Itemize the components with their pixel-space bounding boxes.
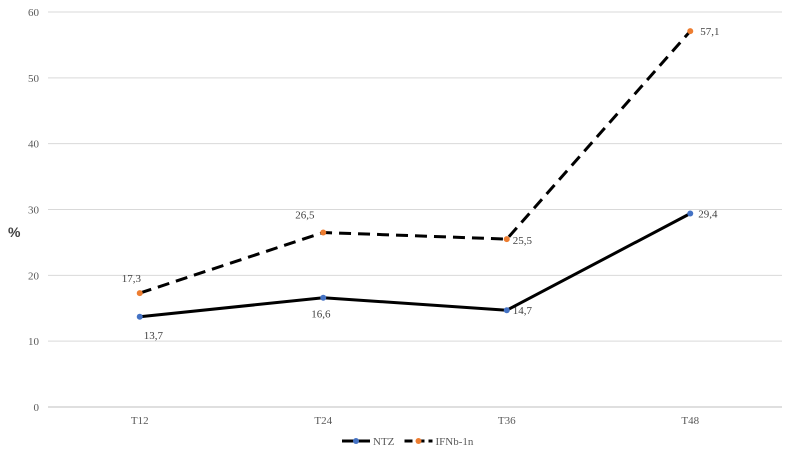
data-label: 17,3 [122,273,142,285]
data-label: 29,4 [698,208,718,220]
y-tick-label: 60 [28,7,40,19]
x-axis-tick-labels: T12 T24 T36 T48 [131,415,700,427]
data-label: 25,5 [513,235,533,247]
y-axis-title: % [8,224,21,240]
legend-label: IFNb-1n [436,436,474,448]
y-tick-label: 0 [34,402,40,414]
x-tick-label: T48 [681,415,699,427]
data-label: 14,7 [513,305,533,317]
x-tick-label: T24 [314,415,332,427]
legend-marker [415,438,422,444]
data-label: 26,5 [295,210,315,222]
y-tick-label: 50 [28,73,40,85]
legend: NTZ IFNb-1n [342,436,474,448]
series-line-ifnb-1n [139,30,692,295]
data-label: 57,1 [700,26,719,38]
x-tick-label: T12 [131,415,149,427]
data-label: 16,6 [311,309,331,321]
data-point-marker [320,229,327,236]
data-point-marker [503,307,510,314]
y-tick-label: 40 [28,139,40,151]
data-point-marker [320,294,327,301]
y-tick-label: 30 [28,205,40,217]
data-point-marker [136,313,143,320]
x-tick-label: T36 [498,415,516,427]
data-point-marker [687,28,694,35]
legend-marker [353,438,359,444]
data-point-marker [687,210,694,217]
series-lines [139,30,692,319]
data-point-marker [503,236,510,243]
series-markers [136,28,694,320]
legend-label: NTZ [373,436,395,448]
gridlines [48,11,782,408]
data-labels: 13,7 16,6 14,7 29,4 17,3 26,5 25,5 57,1 [122,26,720,342]
y-tick-label: 10 [28,336,40,348]
y-axis-tick-labels: 0 10 20 30 40 50 60 [28,7,40,414]
y-tick-label: 20 [28,270,40,282]
data-point-marker [136,290,143,297]
series-line-ntz [139,212,691,319]
data-label: 13,7 [144,330,164,342]
